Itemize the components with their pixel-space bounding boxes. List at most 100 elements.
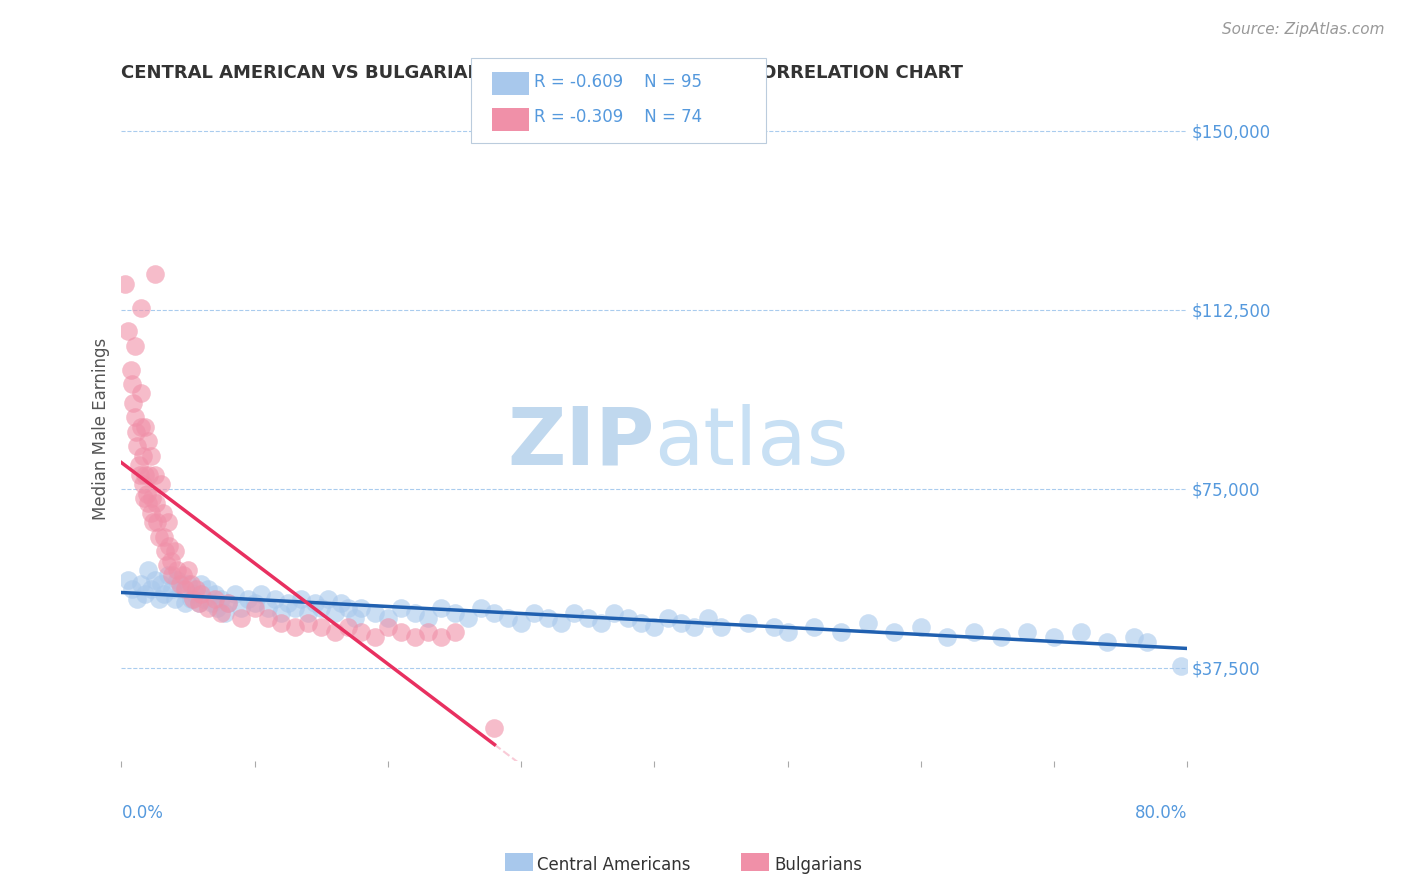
Point [576, 611, 599, 625]
Point [209, 591, 232, 606]
Point [166, 573, 188, 587]
Point [803, 620, 825, 634]
Point [134, 420, 156, 434]
Point [696, 611, 718, 625]
Point [136, 434, 159, 449]
Point [496, 611, 519, 625]
Point [243, 597, 266, 611]
Point [856, 615, 879, 630]
Point [589, 615, 612, 630]
Point [231, 601, 253, 615]
Point [184, 582, 207, 596]
Text: Central Americans: Central Americans [537, 856, 690, 874]
Point [457, 611, 479, 625]
Point [669, 615, 692, 630]
Point [763, 620, 786, 634]
Point [136, 563, 159, 577]
Point [143, 467, 166, 482]
Point [155, 544, 177, 558]
Point [603, 606, 626, 620]
Point [129, 467, 152, 482]
Point [157, 567, 180, 582]
Point [363, 606, 385, 620]
Point [883, 625, 905, 640]
Point [564, 606, 586, 620]
Point [710, 620, 733, 634]
Point [683, 620, 706, 634]
Point [243, 601, 266, 615]
Point [304, 597, 326, 611]
Text: R = -0.609    N = 95: R = -0.609 N = 95 [534, 72, 702, 90]
Point [135, 486, 157, 500]
Point [616, 611, 638, 625]
Point [128, 458, 150, 472]
Point [963, 625, 986, 640]
Point [217, 597, 239, 611]
Point [120, 362, 142, 376]
Point [163, 544, 186, 558]
Point [284, 601, 307, 615]
Y-axis label: Median Male Earnings: Median Male Earnings [93, 338, 110, 520]
Point [363, 630, 385, 644]
Point [131, 420, 153, 434]
Point [224, 587, 246, 601]
Point [311, 601, 333, 615]
Point [201, 597, 224, 611]
Point [143, 267, 166, 281]
Point [139, 449, 162, 463]
Point [183, 587, 205, 601]
Point [231, 611, 253, 625]
Point [257, 601, 280, 615]
Point [114, 277, 136, 291]
Point [236, 591, 259, 606]
Point [148, 591, 170, 606]
Text: 0.0%: 0.0% [121, 804, 163, 822]
Point [311, 620, 333, 634]
Point [146, 516, 169, 530]
Point [1136, 634, 1159, 648]
Point [131, 386, 153, 401]
Point [160, 567, 183, 582]
Point [170, 582, 193, 596]
Point [131, 577, 153, 591]
Point [630, 615, 652, 630]
Point [343, 611, 366, 625]
Point [336, 601, 359, 615]
Point [172, 567, 194, 582]
Point [122, 396, 145, 410]
Point [160, 582, 183, 596]
Point [350, 625, 373, 640]
Point [1043, 630, 1066, 644]
Point [830, 625, 852, 640]
Text: R = -0.309    N = 74: R = -0.309 N = 74 [534, 108, 703, 126]
Point [936, 630, 959, 644]
Point [117, 573, 139, 587]
Point [121, 376, 143, 391]
Point [330, 597, 353, 611]
Point [217, 597, 239, 611]
Point [197, 582, 219, 596]
Point [214, 606, 236, 620]
Point [443, 625, 465, 640]
Point [510, 615, 533, 630]
Point [1017, 625, 1039, 640]
Text: ZIP: ZIP [508, 403, 654, 482]
Point [350, 601, 373, 615]
Point [257, 611, 280, 625]
Point [177, 563, 200, 577]
Point [190, 587, 212, 601]
Point [316, 591, 339, 606]
Point [169, 577, 191, 591]
Point [404, 630, 426, 644]
Point [1097, 634, 1119, 648]
Text: Source: ZipAtlas.com: Source: ZipAtlas.com [1222, 22, 1385, 37]
Point [470, 601, 492, 615]
Point [910, 620, 932, 634]
Point [124, 339, 146, 353]
Point [416, 625, 439, 640]
Point [204, 591, 226, 606]
Point [132, 477, 155, 491]
Point [141, 491, 163, 506]
Point [187, 597, 209, 611]
Point [1123, 630, 1146, 644]
